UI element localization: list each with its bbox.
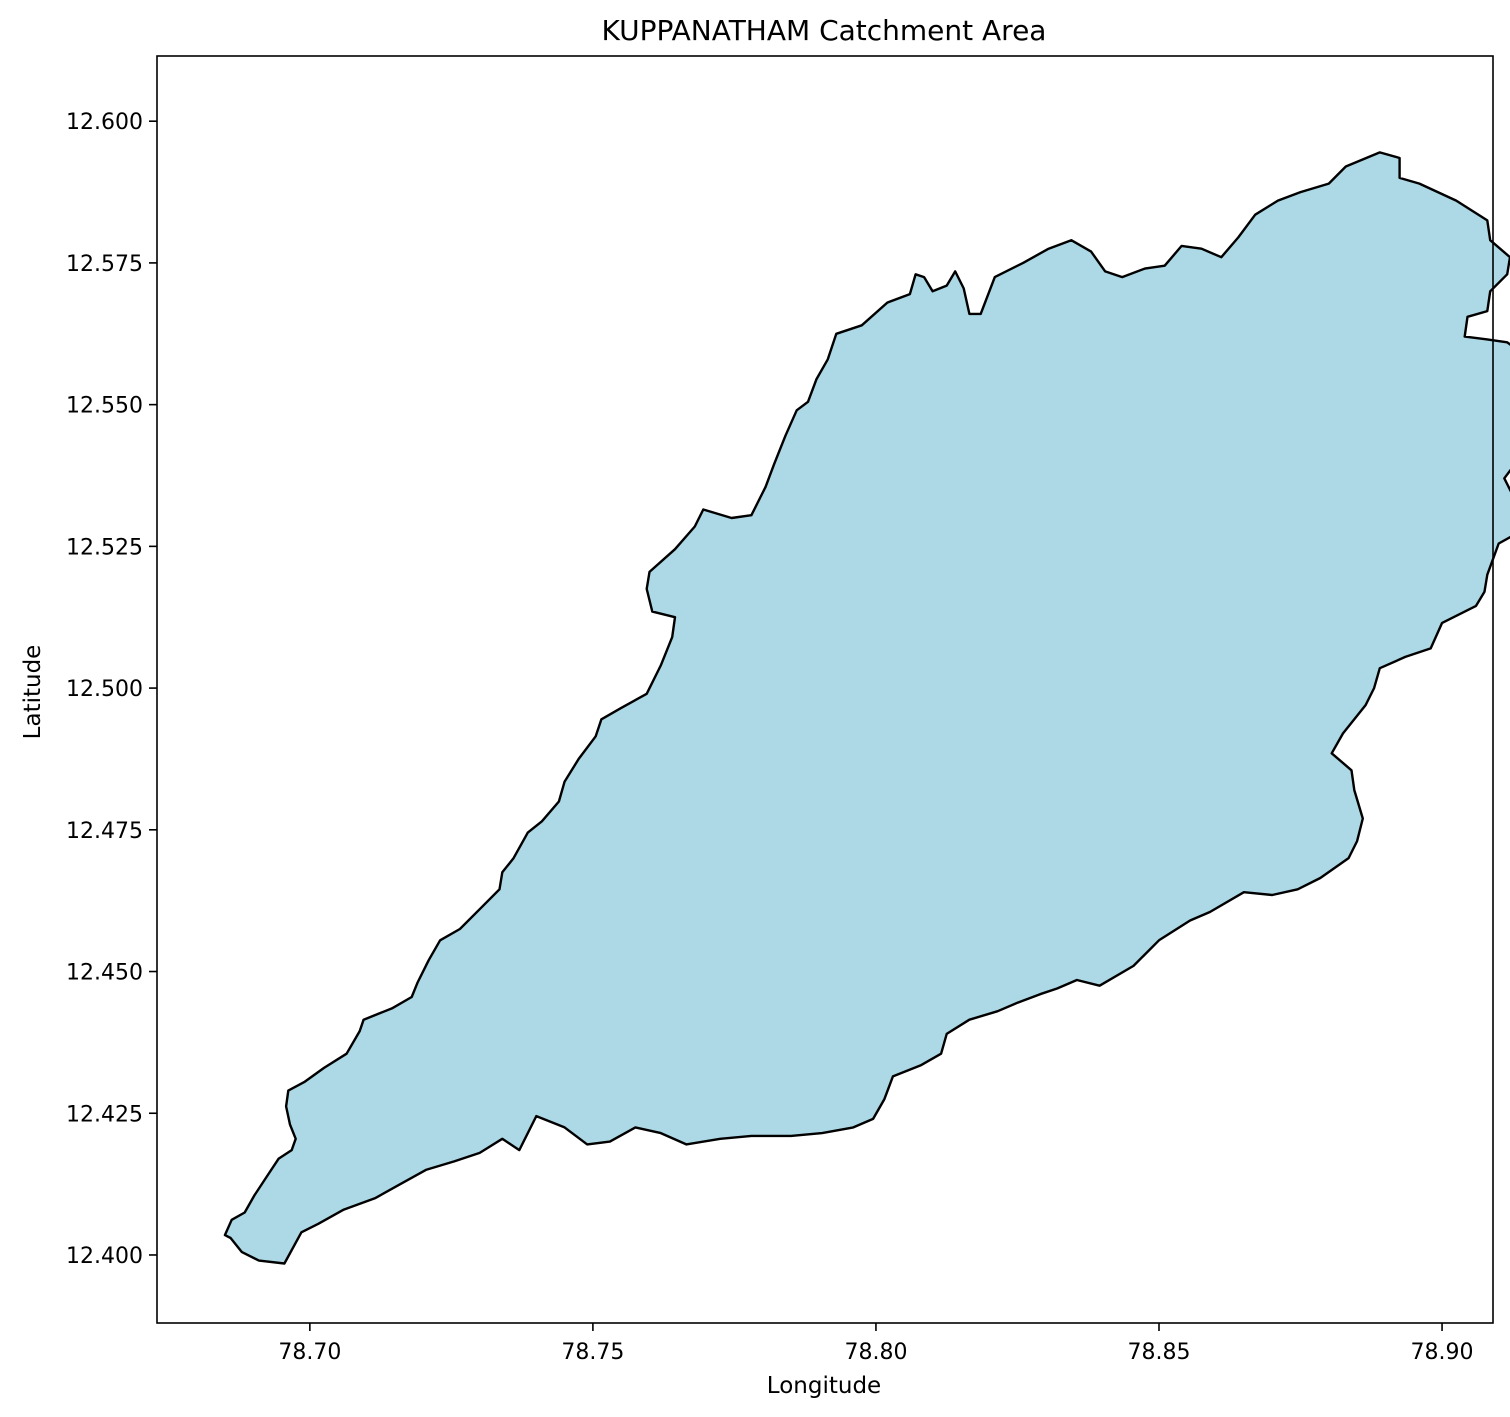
x-tick-label: 78.85 (1128, 1340, 1191, 1365)
y-tick-label: 12.400 (66, 1244, 143, 1269)
catchment-polygon (223, 151, 1510, 1265)
x-tick-label: 78.90 (1411, 1340, 1474, 1365)
y-tick-label: 12.475 (66, 819, 143, 844)
y-tick-label: 12.425 (66, 1102, 143, 1127)
y-tick-label: 12.600 (66, 110, 143, 135)
y-axis-ticks: 12.400 12.425 12.450 12.475 12.500 12.525 12.5… (66, 110, 157, 1269)
x-tick-label: 78.70 (278, 1340, 341, 1365)
x-axis-ticks: 78.70 78.75 78.80 78.85 78.90 (278, 1323, 1474, 1365)
y-tick-label: 12.575 (66, 252, 143, 277)
catchment-layer (223, 151, 1510, 1265)
x-tick-label: 78.75 (561, 1340, 624, 1365)
y-tick-label: 12.500 (66, 677, 143, 702)
x-tick-label: 78.80 (844, 1340, 907, 1365)
y-tick-label: 12.525 (66, 535, 143, 560)
x-axis-label: Longitude (767, 1373, 881, 1399)
y-tick-label: 12.450 (66, 961, 143, 986)
y-axis-label: Latitude (20, 645, 46, 740)
y-tick-label: 12.550 (66, 394, 143, 419)
axes-frame (156, 55, 1494, 1324)
chart-title: KUPPANATHAM Catchment Area (602, 14, 1047, 47)
